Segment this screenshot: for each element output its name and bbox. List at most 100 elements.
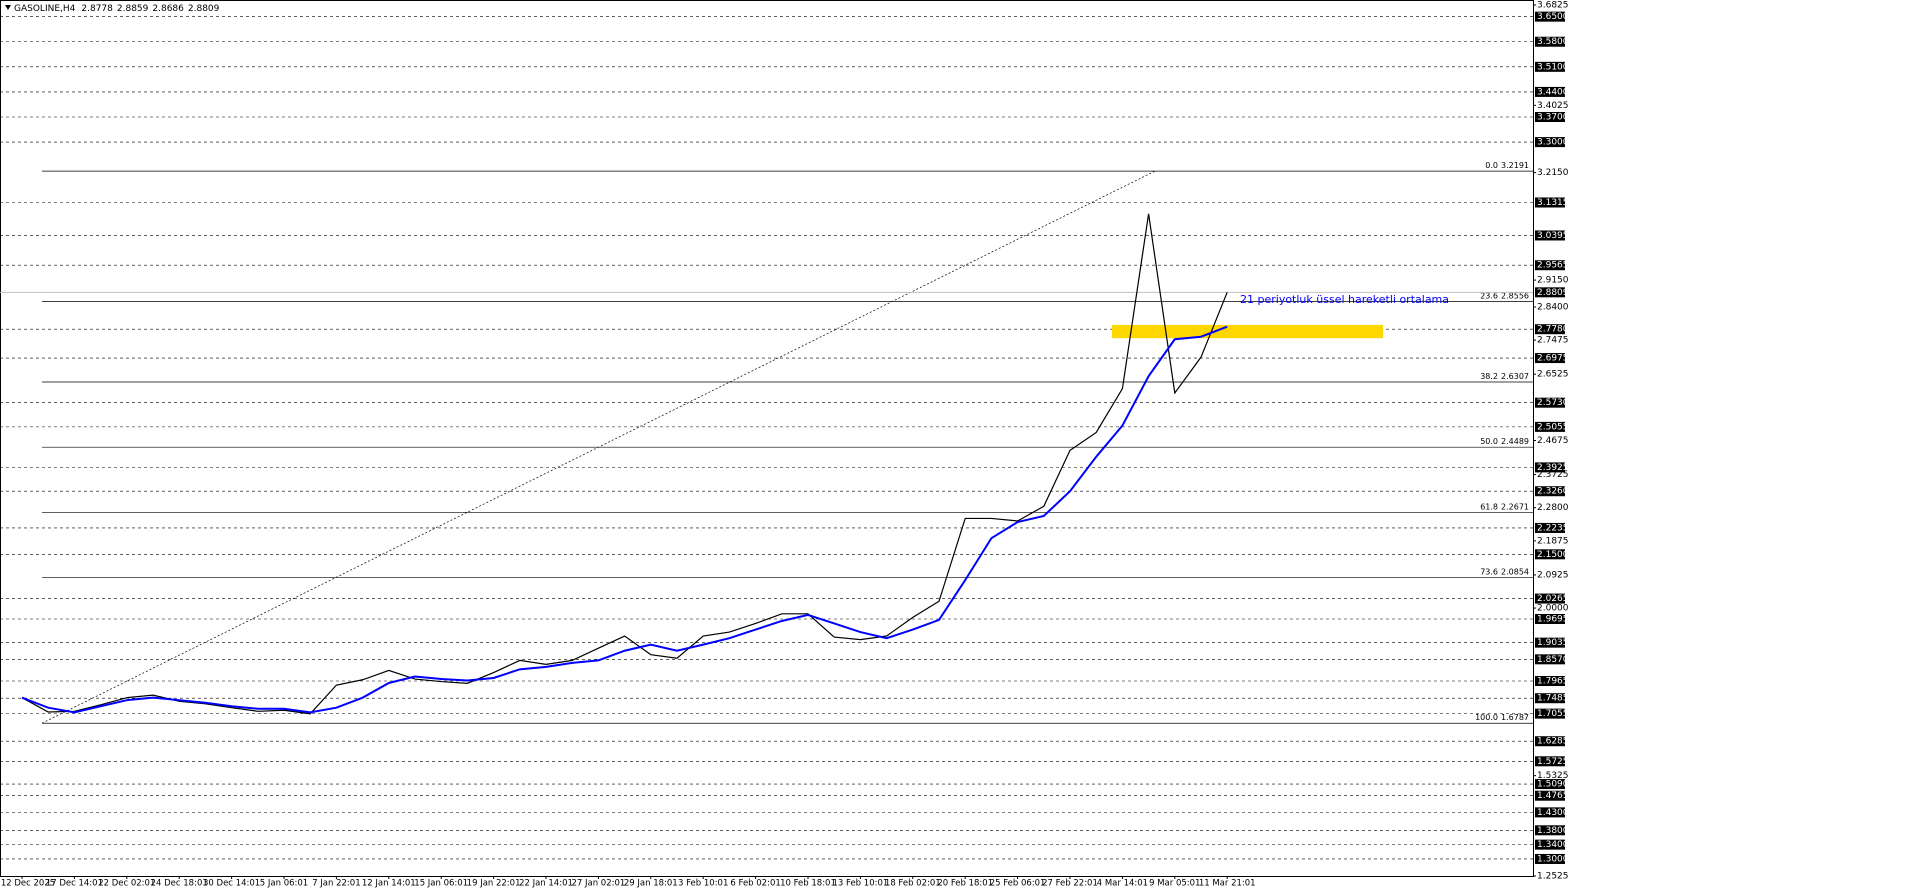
- level-label: 1.4300: [1537, 808, 1569, 818]
- level-label: 2.5055: [1537, 422, 1569, 432]
- fib-price: 1.6787: [1501, 713, 1529, 722]
- y-tick-label: 2.8400: [1537, 302, 1569, 312]
- y-tick-label: 2.9150: [1537, 276, 1569, 286]
- y-tick-label: 1.2525: [1537, 872, 1569, 882]
- level-tag: [1535, 593, 1565, 604]
- level-label: 2.1500: [1537, 550, 1569, 560]
- level-label: 2.7780: [1537, 325, 1569, 335]
- level-tag: [1535, 197, 1565, 208]
- x-tick-label: 6 Feb 02:01: [730, 879, 780, 888]
- level-label: 1.4765: [1537, 791, 1569, 801]
- y-tick-label: 3.6825: [1537, 1, 1569, 11]
- level-label: 1.3800: [1537, 826, 1569, 836]
- level-tag: [1535, 397, 1565, 408]
- level-tag: [1535, 756, 1565, 767]
- level-tag: [1535, 36, 1565, 47]
- x-tick-label: 29 Jan 18:01: [624, 879, 678, 888]
- level-label: 1.7485: [1537, 694, 1569, 704]
- x-tick-label: 30 Dec 14:01: [203, 879, 260, 888]
- level-label: 2.0265: [1537, 594, 1569, 604]
- x-tick-label: 27 Jan 02:01: [571, 879, 625, 888]
- level-label: 2.3925: [1537, 463, 1569, 473]
- level-label: 3.1315: [1537, 198, 1569, 208]
- level-tag: [1535, 86, 1565, 97]
- x-tick-label: 19 Jan 22:01: [467, 879, 521, 888]
- fib-level: 38.2: [1480, 372, 1498, 381]
- fib-price: 2.6307: [1501, 372, 1529, 381]
- level-label: 3.0395: [1537, 231, 1569, 241]
- series-line: [21, 325, 1228, 714]
- level-tag: [1535, 676, 1565, 687]
- level-label: 2.2235: [1537, 523, 1569, 533]
- zone: [1112, 324, 1383, 339]
- close: 2.8809: [188, 4, 220, 14]
- x-tick-label: 4 Mar 14:01: [1097, 879, 1148, 888]
- fib-price: 2.4489: [1501, 437, 1529, 446]
- high: 2.8859: [117, 4, 149, 14]
- fib-label: 73.6 2.0854: [1480, 567, 1529, 576]
- fib-price: 2.8556: [1501, 291, 1529, 300]
- x-tick-label: 10 Feb 18:01: [780, 879, 836, 888]
- level-tag: [1535, 708, 1565, 719]
- x-tick-label: 9 Mar 05:01: [1149, 879, 1200, 888]
- x-tick-label: 12 Dec 2025: [1, 879, 55, 888]
- fib-level: 73.6: [1480, 567, 1498, 576]
- y-tick-label: 2.3725: [1537, 470, 1569, 480]
- y-tick-label: 2.1875: [1537, 536, 1569, 546]
- level-tag: [1535, 61, 1565, 72]
- symbol: GASOLINE,H4: [14, 4, 76, 14]
- fib-price: 2.2671: [1501, 502, 1529, 511]
- x-tick-label: 27 Feb 22:01: [1042, 879, 1098, 888]
- fib-level: 61.8: [1480, 502, 1498, 511]
- level-tag: [1535, 11, 1565, 22]
- x-tick-label: 3 Feb 10:01: [678, 879, 728, 888]
- y-tick-label: 3.2150: [1537, 168, 1569, 178]
- level-label: 1.9695: [1537, 615, 1569, 625]
- fib-label: 100.0 1.6787: [1475, 713, 1529, 722]
- fib-label: 50.0 2.4489: [1480, 437, 1529, 446]
- y-tick-label: 3.4025: [1537, 101, 1569, 111]
- header: GASOLINE,H4 2.8778 2.8859 2.8686 2.8809: [14, 4, 220, 14]
- level-label: 2.9565: [1537, 261, 1569, 271]
- level-tag: [1535, 654, 1565, 665]
- x-tick-label: 22 Jan 14:01: [519, 879, 573, 888]
- level-tag: [1535, 614, 1565, 625]
- open: 2.8778: [81, 4, 113, 14]
- x-tick-label: 20 Feb 18:01: [937, 879, 993, 888]
- level-tag: [1535, 779, 1565, 790]
- level-tag: [1535, 549, 1565, 560]
- level-tag: [1535, 324, 1565, 335]
- level-label: 3.5800: [1537, 37, 1569, 47]
- price-label: 2.8809: [1537, 288, 1569, 298]
- level-tag: [1535, 260, 1565, 271]
- fib-label: 23.6 2.8556: [1480, 291, 1529, 300]
- level-label: 1.3400: [1537, 840, 1569, 850]
- annotation: 21 periyotluk üssel hareketli ortalama: [1240, 293, 1449, 306]
- level-tag: [1535, 807, 1565, 818]
- level-tag: [1535, 353, 1565, 364]
- level-tag: [1535, 462, 1565, 473]
- level-tag: [1535, 486, 1565, 497]
- fib-label: 38.2 2.6307: [1480, 372, 1529, 381]
- fib-level: 50.0: [1480, 437, 1498, 446]
- x-tick-label: 7 Jan 22:01: [312, 879, 360, 888]
- x-tick-label: 11 Mar 21:01: [1199, 879, 1256, 888]
- level-tag: [1535, 421, 1565, 432]
- level-label: 1.5090: [1537, 780, 1569, 790]
- y-tick-label: 2.0000: [1537, 604, 1569, 614]
- y-tick-label: 2.4675: [1537, 436, 1569, 446]
- low: 2.8686: [152, 4, 184, 14]
- fib-trend: [41, 170, 1156, 724]
- fib-label: 0.0 3.2191: [1485, 161, 1529, 170]
- level-label: 3.4400: [1537, 87, 1569, 97]
- level-label: 1.7055: [1537, 709, 1569, 719]
- fib-price: 3.2191: [1501, 161, 1529, 170]
- y-tick-label: 2.7475: [1537, 336, 1569, 346]
- level-tag: [1535, 137, 1565, 148]
- x-tick-label: 13 Feb 10:01: [833, 879, 889, 888]
- level-label: 1.6285: [1537, 737, 1569, 747]
- level-label: 2.6975: [1537, 354, 1569, 364]
- level-tag: [1535, 825, 1565, 836]
- level-label: 3.6500: [1537, 12, 1569, 22]
